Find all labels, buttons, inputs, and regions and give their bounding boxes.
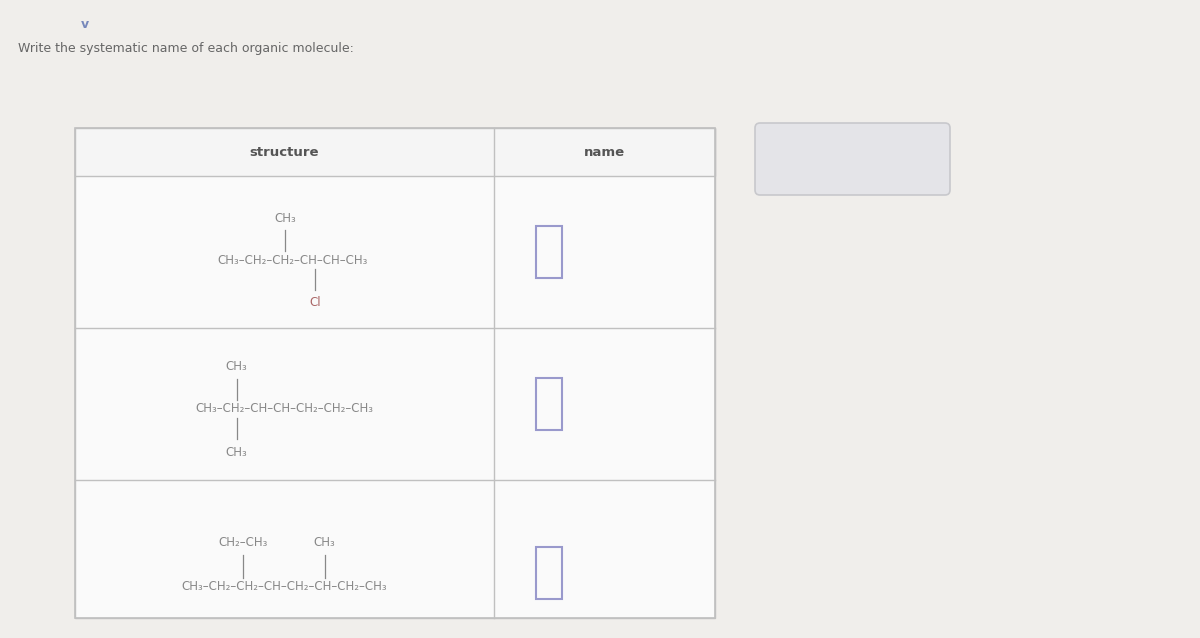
- Bar: [536, 547, 563, 599]
- Bar: [536, 378, 563, 430]
- Text: CH₃: CH₃: [226, 447, 247, 459]
- Text: CH₃: CH₃: [226, 360, 247, 373]
- Text: CH₃: CH₃: [313, 537, 336, 549]
- Text: CH₂–CH₃: CH₂–CH₃: [218, 537, 268, 549]
- Text: CH₃: CH₃: [274, 212, 296, 225]
- Text: ×: ×: [808, 150, 823, 168]
- Text: v: v: [80, 18, 89, 31]
- Bar: [74, 128, 715, 618]
- Text: Cl: Cl: [310, 295, 320, 309]
- FancyBboxPatch shape: [755, 123, 950, 195]
- Text: name: name: [584, 145, 625, 158]
- Text: CH₃–CH₂–CH₂–CH–CH–CH₃: CH₃–CH₂–CH₂–CH–CH–CH₃: [217, 253, 368, 267]
- Bar: [74, 128, 715, 618]
- Text: ↺: ↺: [881, 149, 898, 168]
- Text: Write the systematic name of each organic molecule:: Write the systematic name of each organi…: [18, 42, 354, 55]
- Bar: [536, 226, 563, 278]
- Text: CH₃–CH₂–CH–CH–CH₂–CH₂–CH₃: CH₃–CH₂–CH–CH–CH₂–CH₂–CH₃: [196, 403, 373, 415]
- Text: CH₃–CH₂–CH₂–CH–CH₂–CH–CH₂–CH₃: CH₃–CH₂–CH₂–CH–CH₂–CH–CH₂–CH₃: [181, 581, 388, 593]
- Bar: [74, 128, 715, 176]
- Text: structure: structure: [250, 145, 319, 158]
